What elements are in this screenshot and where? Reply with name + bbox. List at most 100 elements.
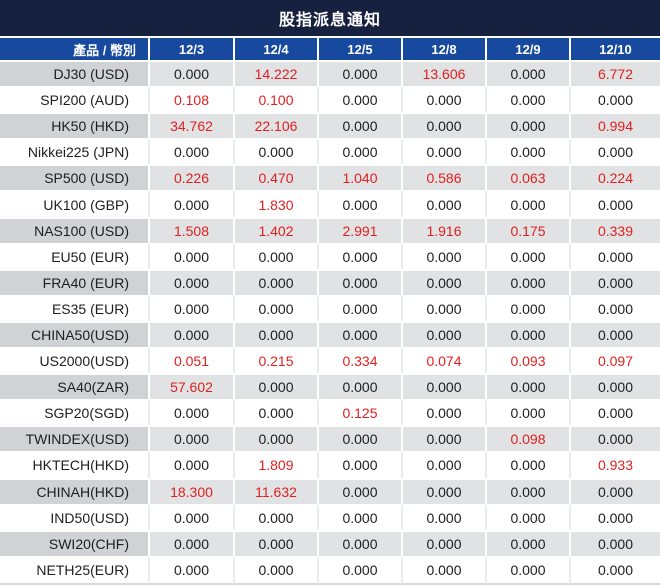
dividend-value-cell: 0.000 [317,477,401,504]
dividend-value-cell: 0.000 [233,138,317,165]
dividend-value-cell: 0.000 [569,555,660,585]
dividend-value-cell: 0.000 [485,112,569,139]
dividend-value-cell: 0.000 [485,373,569,400]
dividend-value-cell: 0.000 [401,555,485,585]
header-row: 產品 / 幣別 12/3 12/4 12/5 12/8 12/9 12/10 [0,38,660,60]
dividend-value-cell: 6.772 [569,60,660,87]
dividend-value-cell: 0.000 [485,320,569,348]
dividend-value-cell: 0.000 [317,112,401,139]
date-header: 12/5 [317,38,401,60]
dividend-value-cell: 0.000 [401,268,485,295]
product-label-cell: SGP20(SGD) [0,399,148,426]
dividend-value-cell: 0.000 [569,190,660,217]
dividend-value-cell: 1.830 [233,190,317,217]
dividend-value-cell: 0.000 [569,425,660,452]
dividend-value-cell: 0.000 [148,451,233,478]
dividend-value-cell: 0.000 [233,320,317,348]
dividend-value-cell: 18.300 [148,477,233,504]
dividend-value-cell: 0.000 [317,60,401,87]
dividend-value-cell: 0.000 [233,503,317,530]
dividend-value-cell: 0.000 [148,294,233,321]
product-label-cell: CHINAH(HKD) [0,477,148,504]
dividend-value-cell: 0.000 [401,373,485,400]
dividend-value-cell: 0.334 [317,347,401,374]
product-label-cell: EU50 (EUR) [0,242,148,269]
dividend-value-cell: 0.000 [233,555,317,585]
dividend-value-cell: 1.508 [148,216,233,243]
dividend-value-cell: 0.000 [401,320,485,348]
dividend-value-cell: 0.000 [148,529,233,556]
dividend-value-cell: 0.000 [569,477,660,504]
dividend-value-cell: 2.991 [317,216,401,243]
product-label-cell: SP500 (USD) [0,164,148,191]
product-label-cell: SA40(ZAR) [0,373,148,400]
table-row: SA40(ZAR) 57.602 0.000 0.000 0.000 0.000 0.000 [0,373,660,400]
dividend-value-cell: 0.000 [485,138,569,165]
dividend-value-cell: 0.000 [148,425,233,452]
dividend-value-cell: 0.586 [401,164,485,191]
dividend-value-cell: 0.000 [233,529,317,556]
product-label-cell: NAS100 (USD) [0,216,148,243]
dividend-value-cell: 0.000 [148,190,233,217]
dividend-value-cell: 0.933 [569,451,660,478]
dividend-value-cell: 0.000 [569,268,660,295]
dividend-value-cell: 0.000 [148,60,233,87]
table-row: IND50(USD) 0.000 0.000 0.000 0.000 0.000 0.000 [0,503,660,530]
table-row: EU50 (EUR) 0.000 0.000 0.000 0.000 0.000 0.000 [0,242,660,269]
product-label-cell: DJ30 (USD) [0,60,148,87]
dividend-value-cell: 34.762 [148,112,233,139]
dividend-value-cell: 0.000 [148,242,233,269]
dividend-value-cell: 0.000 [569,503,660,530]
dividend-value-cell: 0.000 [485,477,569,504]
dividend-value-cell: 0.000 [317,529,401,556]
table-row: TWINDEX(USD) 0.000 0.000 0.000 0.000 0.098 0.0… [0,425,660,452]
date-header: 12/8 [401,38,485,60]
dividend-value-cell: 0.000 [148,503,233,530]
table-row: SWI20(CHF) 0.000 0.000 0.000 0.000 0.000 0.000 [0,529,660,556]
dividend-value-cell: 0.000 [401,112,485,139]
dividend-value-cell: 57.602 [148,373,233,400]
dividend-value-cell: 0.000 [401,503,485,530]
product-label-cell: UK100 (GBP) [0,190,148,217]
product-label-cell: Nikkei225 (JPN) [0,138,148,165]
dividend-value-cell: 0.000 [233,399,317,426]
product-label-cell: HKTECH(HKD) [0,451,148,478]
dividend-value-cell: 0.000 [401,86,485,113]
dividend-value-cell: 0.224 [569,164,660,191]
dividend-value-cell: 0.000 [317,555,401,585]
product-label-cell: HK50 (HKD) [0,112,148,139]
product-currency-header: 產品 / 幣別 [0,38,148,60]
dividend-value-cell: 0.000 [569,294,660,321]
date-header: 12/3 [148,38,233,60]
product-label-cell: NETH25(EUR) [0,555,148,585]
dividend-value-cell: 22.106 [233,112,317,139]
dividend-value-cell: 14.222 [233,60,317,87]
product-label-cell: SPI200 (AUD) [0,86,148,113]
dividend-value-cell: 0.000 [401,294,485,321]
dividend-value-cell: 0.470 [233,164,317,191]
dividend-value-cell: 0.000 [485,294,569,321]
dividend-value-cell: 0.000 [317,268,401,295]
table-row: US2000(USD) 0.051 0.215 0.334 0.074 0.093 0.09… [0,347,660,374]
dividend-value-cell: 0.000 [233,242,317,269]
dividend-value-cell: 0.000 [485,451,569,478]
dividend-value-cell: 0.000 [485,529,569,556]
dividend-value-cell: 0.100 [233,86,317,113]
dividend-table: 產品 / 幣別 12/3 12/4 12/5 12/8 12/9 12/10 DJ30 (U… [0,38,660,585]
dividend-value-cell: 0.215 [233,347,317,374]
table-row: HKTECH(HKD) 0.000 1.809 0.000 0.000 0.000 0.93… [0,451,660,478]
dividend-value-cell: 0.000 [233,425,317,452]
dividend-value-cell: 13.606 [401,60,485,87]
table-row: SP500 (USD) 0.226 0.470 1.040 0.586 0.063 0.22… [0,164,660,191]
dividend-value-cell: 0.000 [148,555,233,585]
dividend-value-cell: 0.000 [233,373,317,400]
table-row: SGP20(SGD) 0.000 0.000 0.125 0.000 0.000 0.000 [0,399,660,426]
dividend-value-cell: 0.000 [317,138,401,165]
dividend-value-cell: 0.125 [317,399,401,426]
title-bar: 股指派息通知 [0,0,660,38]
product-label-cell: ES35 (EUR) [0,294,148,321]
dividend-value-cell: 0.000 [569,529,660,556]
dividend-value-cell: 0.000 [317,242,401,269]
dividend-value-cell: 0.000 [569,138,660,165]
date-header: 12/10 [569,38,660,60]
